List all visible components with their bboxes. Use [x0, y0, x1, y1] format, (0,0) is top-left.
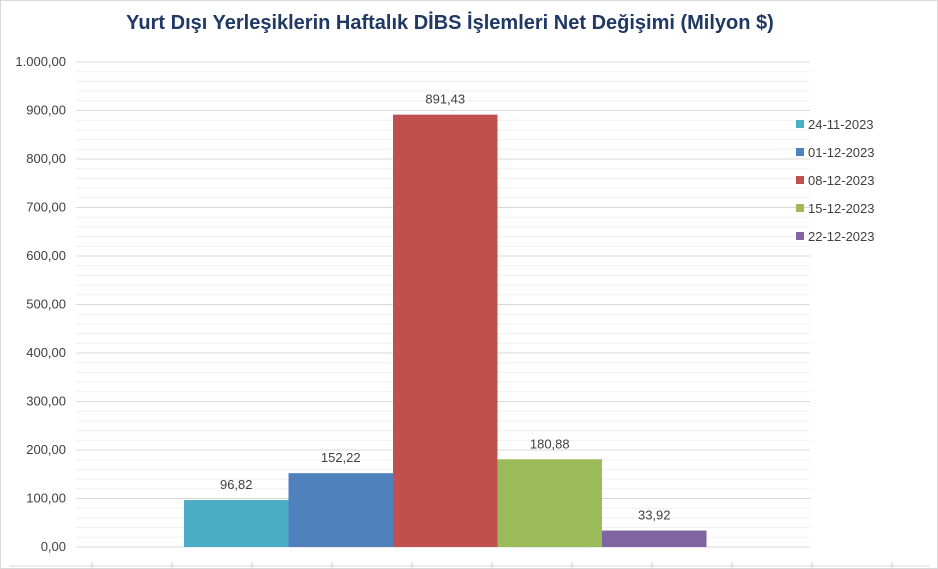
- y-tick-label: 600,00: [26, 248, 66, 263]
- bars: [184, 114, 707, 548]
- legend-label: 08-12-2023: [808, 173, 875, 188]
- legend-swatch: [796, 120, 804, 128]
- bar-15-12-2023: [497, 459, 602, 547]
- y-tick-label: 900,00: [26, 103, 66, 118]
- data-label-08-12-2023: 891,43: [425, 92, 465, 107]
- y-tick-label: 800,00: [26, 151, 66, 166]
- data-label-01-12-2023: 152,22: [321, 450, 361, 465]
- legend: 24-11-2023 01-12-2023 08-12-2023 15-12-2023…: [796, 117, 875, 244]
- y-tick-label: 300,00: [26, 394, 66, 409]
- bar-01-12-2023: [288, 473, 393, 547]
- y-tick-label: 200,00: [26, 442, 66, 457]
- legend-item-15-12-2023: 15-12-2023: [796, 201, 875, 216]
- legend-swatch: [796, 148, 804, 156]
- y-tick-label: 500,00: [26, 297, 66, 312]
- legend-swatch: [796, 176, 804, 184]
- y-tick-label: 0,00: [41, 539, 66, 554]
- y-tick-label: 1.000,00: [15, 54, 66, 69]
- legend-item-24-11-2023: 24-11-2023: [796, 117, 874, 132]
- y-tick-label: 100,00: [26, 491, 66, 506]
- bar-08-12-2023: [393, 114, 498, 548]
- legend-label: 15-12-2023: [808, 201, 875, 216]
- data-label-24-11-2023: 96,82: [220, 477, 253, 492]
- legend-label: 01-12-2023: [808, 145, 875, 160]
- legend-item-08-12-2023: 08-12-2023: [796, 173, 875, 188]
- legend-item-22-12-2023: 22-12-2023: [796, 229, 875, 244]
- legend-item-01-12-2023: 01-12-2023: [796, 145, 875, 160]
- data-label-15-12-2023: 180,88: [530, 436, 570, 451]
- bar-22-12-2023: [602, 530, 707, 547]
- legend-label: 24-11-2023: [808, 117, 874, 132]
- y-tick-label: 400,00: [26, 345, 66, 360]
- legend-label: 22-12-2023: [808, 229, 875, 244]
- bar-24-11-2023: [184, 500, 289, 547]
- y-tick-label: 700,00: [26, 200, 66, 215]
- legend-swatch: [796, 232, 804, 240]
- y-axis: 0,00 100,00 200,00 300,00 400,00 500,00 600,00…: [15, 54, 66, 554]
- data-label-22-12-2023: 33,92: [638, 508, 671, 523]
- x-axis: [10, 562, 930, 569]
- legend-swatch: [796, 204, 804, 212]
- chart-title: Yurt Dışı Yerleşiklerin Haftalık DİBS İş…: [126, 12, 774, 34]
- data-labels: 96,82 152,22 891,43 180,88 33,92: [220, 92, 671, 523]
